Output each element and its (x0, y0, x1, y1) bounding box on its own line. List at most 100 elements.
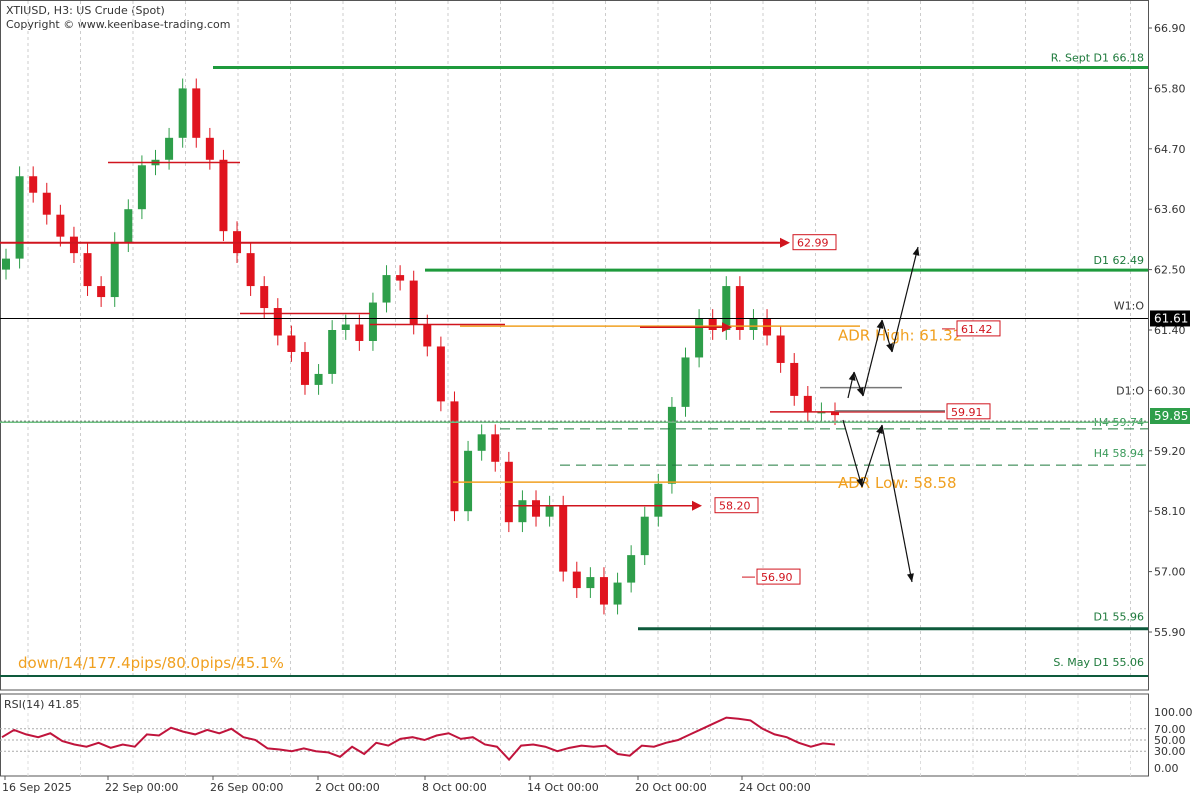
stats-text: down/14/177.4pips/80.0pips/45.1% (18, 654, 284, 672)
target-59-91: 59.91 (951, 406, 983, 419)
candle (15, 176, 24, 259)
level-label-h4-lower: H4 58.94 (1094, 447, 1144, 460)
date-tick-label: 16 Sep 2025 (2, 781, 72, 794)
date-tick-label: 14 Oct 00:00 (527, 781, 599, 794)
candle (97, 286, 106, 298)
candle (355, 324, 364, 341)
time-axis-strip (0, 675, 1149, 691)
price-tick-label: 63.60 (1154, 203, 1186, 216)
candle (205, 137, 214, 160)
candle (708, 319, 717, 330)
candle (314, 373, 323, 385)
candle (396, 275, 405, 281)
scenario-arrow-down-1 (842, 419, 863, 488)
price-tick-label: 64.70 (1154, 143, 1186, 156)
w1-open-price-value: 61.61 (1154, 311, 1188, 325)
candle (341, 324, 350, 330)
candle (477, 434, 486, 451)
current-price-badge (1150, 408, 1190, 424)
rsi-tick-label: 0.00 (1154, 762, 1179, 775)
candle (165, 137, 174, 160)
date-tick-label: 2 Oct 00:00 (315, 781, 380, 794)
price-tick-label: 57.00 (1154, 566, 1186, 579)
candle (300, 351, 309, 385)
target-62-99-box (792, 234, 837, 251)
scenario-arrow-up-2 (862, 319, 883, 397)
candle (735, 286, 744, 330)
candle (56, 214, 65, 237)
candle (532, 500, 541, 517)
level-label-w1-open: W1:O (1114, 299, 1145, 312)
candle (29, 176, 38, 193)
candle (382, 275, 391, 303)
date-tick-label: 24 Oct 00:00 (739, 781, 811, 794)
chart-title: XTIUSD, H3: US Crude (Spot) (6, 4, 165, 17)
scenario-arrow-up-3 (891, 246, 919, 353)
candle (83, 253, 92, 287)
level-label-d1: D1 62.49 (1094, 254, 1144, 267)
level-label-s-may: S. May D1 55.06 (1053, 656, 1144, 669)
candle (491, 434, 500, 462)
price-tick-label: 58.10 (1154, 505, 1186, 518)
w1-open-price-badge (1150, 310, 1190, 327)
candle (803, 395, 812, 413)
price-tick-label: 65.80 (1154, 82, 1186, 95)
candle (504, 461, 513, 523)
rsi-tick-label: 50.00 (1154, 734, 1186, 747)
candle (219, 159, 228, 232)
rsi-panel (0, 693, 1149, 777)
candle (273, 308, 282, 336)
candle (695, 319, 704, 358)
candle (124, 209, 133, 243)
target-56-90-box (756, 568, 801, 585)
candle (667, 406, 676, 484)
date-tick-label: 8 Oct 00:00 (422, 781, 487, 794)
target-59-91-box (946, 403, 991, 420)
arrow-head-icon (876, 320, 884, 329)
candle (572, 571, 581, 589)
candle (409, 280, 418, 325)
price-tick-label: 61.40 (1154, 324, 1186, 337)
rsi-label: RSI(14) 41.85 (4, 698, 79, 711)
rsi-line (1, 716, 836, 762)
candle (436, 346, 445, 402)
rsi-tick-label: 70.00 (1154, 723, 1186, 736)
scenario-arrow-up-4 (861, 424, 883, 488)
level-label-d1-low: D1 55.96 (1094, 611, 1144, 624)
candle (776, 335, 785, 363)
candle (137, 165, 146, 210)
candle (450, 401, 459, 512)
candle (246, 253, 255, 287)
candle (831, 412, 839, 416)
candle (681, 357, 690, 407)
arrow-head-icon (848, 372, 856, 381)
candle (368, 302, 377, 341)
candle (518, 500, 527, 523)
price-tick-label: 62.50 (1154, 264, 1186, 277)
arrow-head-icon (722, 322, 732, 333)
adr-low-label: ADR Low: 58.58 (838, 474, 956, 492)
candle (613, 582, 622, 605)
candle (763, 319, 772, 336)
candle (2, 258, 10, 270)
scenario-arrow-down-2 (881, 424, 913, 583)
candle (464, 450, 473, 512)
candle (287, 335, 296, 352)
candle (599, 577, 608, 605)
arrow-head-icon (692, 500, 702, 511)
target-56-90: 56.90 (761, 571, 793, 584)
candle (178, 88, 187, 138)
arrow-head-icon (886, 343, 893, 352)
price-tick-label: 59.20 (1154, 445, 1186, 458)
arrow-head-icon (780, 237, 790, 248)
candle (328, 330, 337, 374)
candle (260, 286, 269, 309)
target-61-42-box (956, 320, 1001, 337)
candle (69, 236, 78, 254)
candle (559, 505, 568, 572)
price-tick-label: 55.90 (1154, 626, 1186, 639)
arrow-head-icon (856, 387, 864, 396)
target-62-99: 62.99 (797, 237, 829, 250)
date-tick-label: 26 Sep 00:00 (210, 781, 283, 794)
